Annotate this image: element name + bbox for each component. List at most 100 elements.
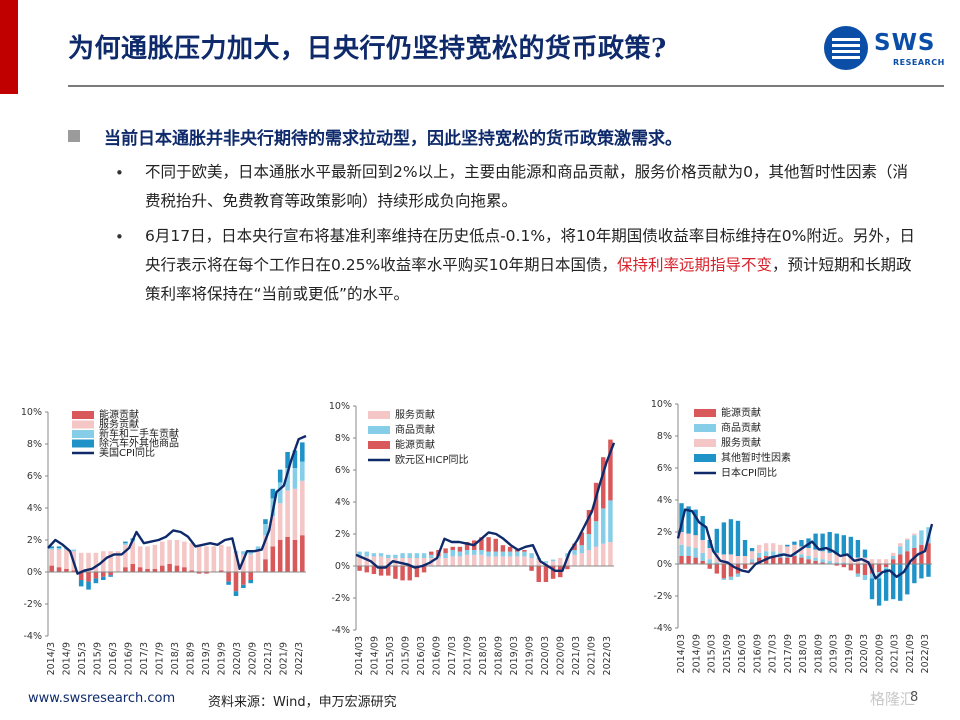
bar-segment — [400, 558, 405, 566]
bar-segment — [196, 544, 202, 572]
bar-segment — [883, 568, 889, 601]
bar-segment — [586, 510, 592, 534]
bar-segment — [522, 550, 527, 552]
legend-label: 美国CPI同比 — [99, 446, 155, 459]
bar-segment — [593, 482, 599, 522]
bar-segment — [486, 556, 491, 566]
bar-segment — [601, 457, 606, 509]
bar-segment — [78, 572, 84, 580]
bar-segment — [891, 564, 896, 600]
bar-segment — [49, 549, 54, 566]
bar-segment — [371, 566, 377, 574]
sub-point-2-highlight: 保持利率远期指导不变 — [616, 256, 772, 274]
bar-segment — [386, 558, 391, 566]
bar-segment — [443, 558, 448, 566]
bar-segment — [263, 524, 268, 536]
title-rule — [68, 85, 944, 87]
x-tick-label: 2020/03 — [540, 636, 551, 675]
bar-segment — [820, 533, 825, 552]
x-tick-label: 2017/09 — [463, 636, 474, 675]
bar-segment — [721, 578, 727, 580]
x-tick-label: 2019/3 — [201, 642, 212, 675]
x-tick-label: 2018/09 — [813, 634, 824, 673]
bar-segment — [742, 540, 748, 556]
legend-label: 除汽车外其他商品 — [99, 437, 179, 450]
x-tick-label: 2022/3 — [294, 642, 305, 675]
y-tick-label: 10% — [329, 401, 350, 412]
bar-segment — [300, 442, 305, 462]
bar-segment — [543, 566, 549, 582]
bar-segment — [421, 558, 427, 566]
bar-segment — [241, 554, 246, 572]
bar-segment — [285, 452, 290, 468]
bar-segment — [93, 572, 99, 579]
bar-segment — [292, 488, 298, 540]
bar-segment — [862, 564, 868, 576]
bar-segment — [400, 566, 405, 581]
bar-segment — [450, 546, 455, 550]
bar-segment — [529, 553, 534, 558]
bar-segment — [407, 566, 412, 581]
bar-segment — [912, 533, 917, 536]
footer-url[interactable]: www.swsresearch.com — [28, 691, 176, 706]
bar-segment — [898, 554, 903, 564]
legend-label: 商品贡献 — [721, 421, 761, 434]
legend-swatch — [72, 411, 94, 419]
legend-label: 能源贡献 — [395, 438, 435, 451]
bar-segment — [522, 556, 527, 566]
bar-segment — [728, 564, 734, 577]
bar-segment — [550, 561, 556, 566]
bar-segment — [93, 578, 99, 584]
bar-segment — [407, 553, 412, 558]
y-tick-label: 2% — [27, 535, 42, 546]
legend-label: 商品贡献 — [395, 423, 435, 436]
bar-segment — [277, 503, 283, 540]
bar-segment — [56, 549, 62, 568]
bar-segment — [277, 540, 283, 572]
bar-segment — [86, 581, 91, 590]
bar-segment — [233, 552, 239, 572]
bar-segment — [813, 533, 818, 550]
sub-point-2-text-end: ，预计短期和长期政策利率将保持在“当前或更低”的水平。 — [145, 256, 912, 303]
bar-segment — [905, 564, 910, 595]
bar-segment — [735, 573, 741, 577]
bar-segment — [263, 519, 268, 524]
bar-segment — [905, 540, 910, 552]
x-tick-label: 2020/03 — [859, 634, 870, 673]
series-line — [676, 508, 934, 580]
y-tick-label: -2% — [332, 593, 351, 604]
bar-segment — [152, 544, 158, 569]
bar-segment — [248, 551, 253, 555]
bar-segment — [78, 580, 84, 587]
legend-label: 日本CPI同比 — [721, 466, 777, 479]
bar-segment — [608, 542, 613, 566]
x-tick-label: 2017/03 — [768, 634, 779, 673]
bar-segment — [386, 554, 391, 558]
bar-segment — [912, 535, 917, 548]
bar-segment — [450, 556, 455, 566]
chart-svg-0: -4% -2% 0% 2% 4% 6% 8% 10% 2014/3 2014/9 2015/3 201… — [21, 407, 307, 675]
bar-segment — [536, 559, 541, 566]
bar-segment — [686, 506, 691, 534]
bar-segment — [572, 554, 577, 566]
legend-swatch — [694, 409, 716, 417]
y-tick-label: 0% — [657, 559, 672, 570]
bar-segment — [357, 566, 362, 571]
chart-svg-1: -4% -2% 0% 2% 4% 6% 8% 10% 2014/03 2014/09 2015/03… — [329, 401, 616, 675]
bar-segment — [905, 551, 910, 564]
bar-segment — [152, 568, 158, 572]
bar-segment — [565, 566, 570, 570]
bar-segment — [721, 522, 727, 555]
y-tick-label: -4% — [654, 623, 673, 634]
legend-label: 欧元区HICP同比 — [395, 454, 468, 466]
bar-segment — [855, 573, 861, 577]
x-tick-label: 2014/9 — [62, 642, 73, 675]
x-tick-label: 2020/09 — [874, 634, 885, 673]
bar-segment — [771, 543, 776, 552]
x-tick-label: 2022/03 — [602, 636, 613, 675]
bar-segment — [414, 553, 420, 558]
sws-logo-icon — [824, 26, 868, 70]
bar-segment — [123, 544, 128, 568]
y-tick-label: 0% — [335, 561, 350, 572]
x-tick-label: 2017/9 — [155, 642, 166, 675]
